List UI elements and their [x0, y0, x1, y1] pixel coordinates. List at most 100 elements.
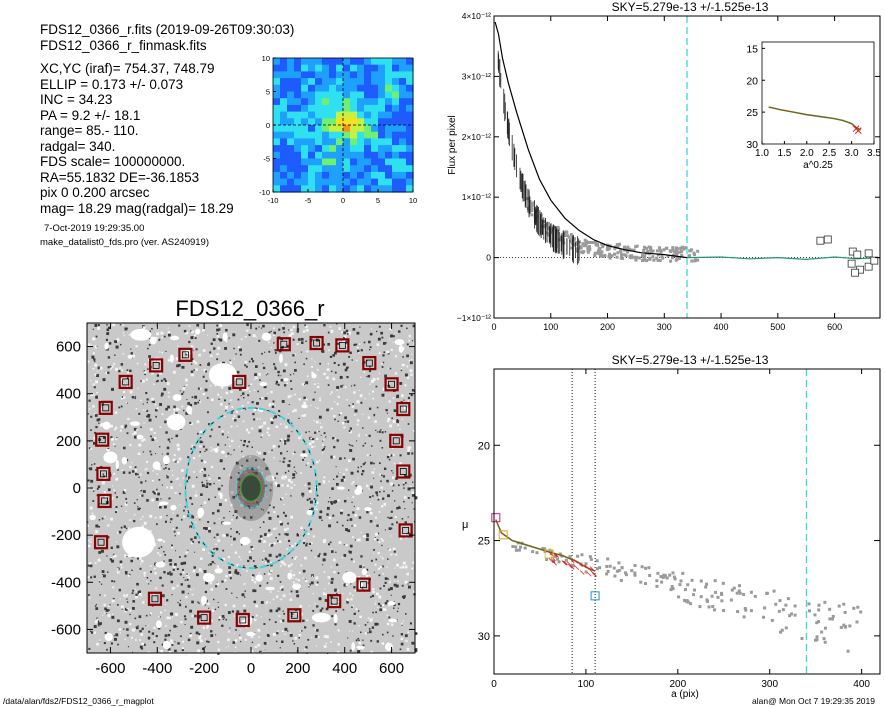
noise-pixel — [209, 563, 212, 566]
noise-pixel — [272, 633, 276, 636]
noise-pixel — [362, 644, 365, 647]
contour-cell — [378, 91, 386, 99]
noise-pixel — [270, 569, 273, 573]
contour-cell — [273, 98, 281, 106]
noise-pixel — [160, 331, 164, 335]
noise-pixel — [218, 616, 222, 619]
noise-pixel — [345, 340, 349, 344]
noise-pixel — [240, 629, 242, 631]
noise-pixel — [224, 534, 227, 537]
noise-pixel — [332, 436, 335, 440]
noise-pixel — [182, 640, 185, 643]
noise-pixel — [282, 594, 286, 598]
noise-pixel — [135, 345, 138, 348]
noise-pixel — [164, 609, 166, 612]
noise-pixel — [375, 600, 377, 602]
noise-pixel — [378, 541, 381, 544]
flux-gray-point — [600, 253, 604, 257]
contour-cell — [301, 78, 309, 86]
contour-cell — [399, 58, 407, 66]
noise-pixel — [122, 324, 125, 326]
noise-pixel — [161, 392, 164, 396]
noise-pixel — [397, 607, 399, 609]
flux-frame — [493, 15, 881, 319]
noise-pixel — [272, 403, 274, 406]
noise-pixel — [171, 474, 174, 476]
contour-ytick-label: -5 — [263, 155, 270, 164]
mu-gray-point — [598, 566, 602, 570]
noise-pixel — [287, 434, 291, 438]
masked-region — [104, 632, 113, 642]
contour-cell — [350, 131, 358, 139]
noise-pixel — [340, 511, 343, 515]
noise-pixel — [346, 519, 349, 522]
noise-pixel — [315, 406, 317, 408]
noise-pixel — [258, 539, 262, 543]
mu-gray-point — [545, 558, 549, 562]
masked-region — [239, 536, 251, 546]
contour-cell — [406, 171, 414, 180]
noise-pixel — [97, 324, 100, 326]
noise-pixel — [352, 457, 355, 461]
noise-pixel — [191, 593, 194, 596]
noise-pixel — [304, 484, 307, 487]
noise-pixel — [94, 360, 96, 363]
noise-pixel — [122, 332, 124, 334]
contour-cell — [315, 71, 323, 79]
contour-cell — [287, 138, 295, 146]
noise-pixel — [289, 545, 291, 547]
noise-pixel — [163, 378, 166, 381]
noise-pixel — [98, 519, 101, 521]
inset-xlabel: a^0.25 — [803, 160, 833, 171]
noise-pixel — [242, 444, 245, 447]
contour-cell — [399, 84, 407, 93]
noise-pixel — [366, 376, 368, 378]
noise-pixel — [146, 461, 149, 464]
noise-pixel — [360, 401, 363, 404]
sky-box-inner — [200, 614, 208, 622]
contour-cell — [385, 84, 393, 93]
noise-pixel — [380, 537, 383, 540]
noise-pixel — [338, 413, 341, 416]
noise-pixel — [293, 643, 296, 645]
noise-pixel — [246, 428, 248, 430]
contour-cell — [357, 71, 365, 79]
noise-pixel — [209, 483, 212, 486]
contour-cell — [371, 185, 379, 193]
noise-pixel — [164, 420, 167, 424]
noise-pixel — [383, 584, 385, 587]
flux-gray-point — [642, 248, 646, 252]
noise-pixel — [213, 598, 215, 601]
contour-cell — [336, 78, 344, 86]
sky-box-inner — [102, 404, 110, 412]
noise-pixel — [126, 555, 128, 558]
masked-region — [130, 328, 152, 341]
noise-pixel — [301, 492, 305, 496]
noise-pixel — [123, 334, 125, 337]
noise-pixel — [376, 406, 379, 409]
noise-pixel — [388, 604, 390, 607]
noise-pixel — [115, 541, 118, 543]
noise-pixel — [322, 592, 326, 595]
noise-pixel — [93, 386, 96, 389]
noise-pixel — [124, 502, 128, 506]
mu-gray-point — [557, 560, 561, 564]
noise-pixel — [190, 527, 192, 529]
noise-pixel — [207, 564, 210, 566]
noise-pixel — [409, 622, 413, 625]
noise-pixel — [354, 409, 358, 413]
flux-gray-point — [652, 258, 656, 262]
noise-pixel — [224, 405, 228, 409]
noise-pixel — [390, 348, 393, 351]
noise-pixel — [217, 478, 221, 482]
noise-pixel — [120, 505, 123, 507]
mu-gray-point — [517, 548, 521, 552]
noise-pixel — [203, 474, 207, 477]
noise-pixel — [232, 641, 236, 644]
noise-pixel — [243, 565, 245, 567]
noise-pixel — [306, 619, 309, 621]
noise-pixel — [290, 388, 293, 390]
noise-pixel — [242, 420, 245, 423]
contour-cell — [399, 118, 407, 126]
noise-pixel — [386, 350, 390, 354]
